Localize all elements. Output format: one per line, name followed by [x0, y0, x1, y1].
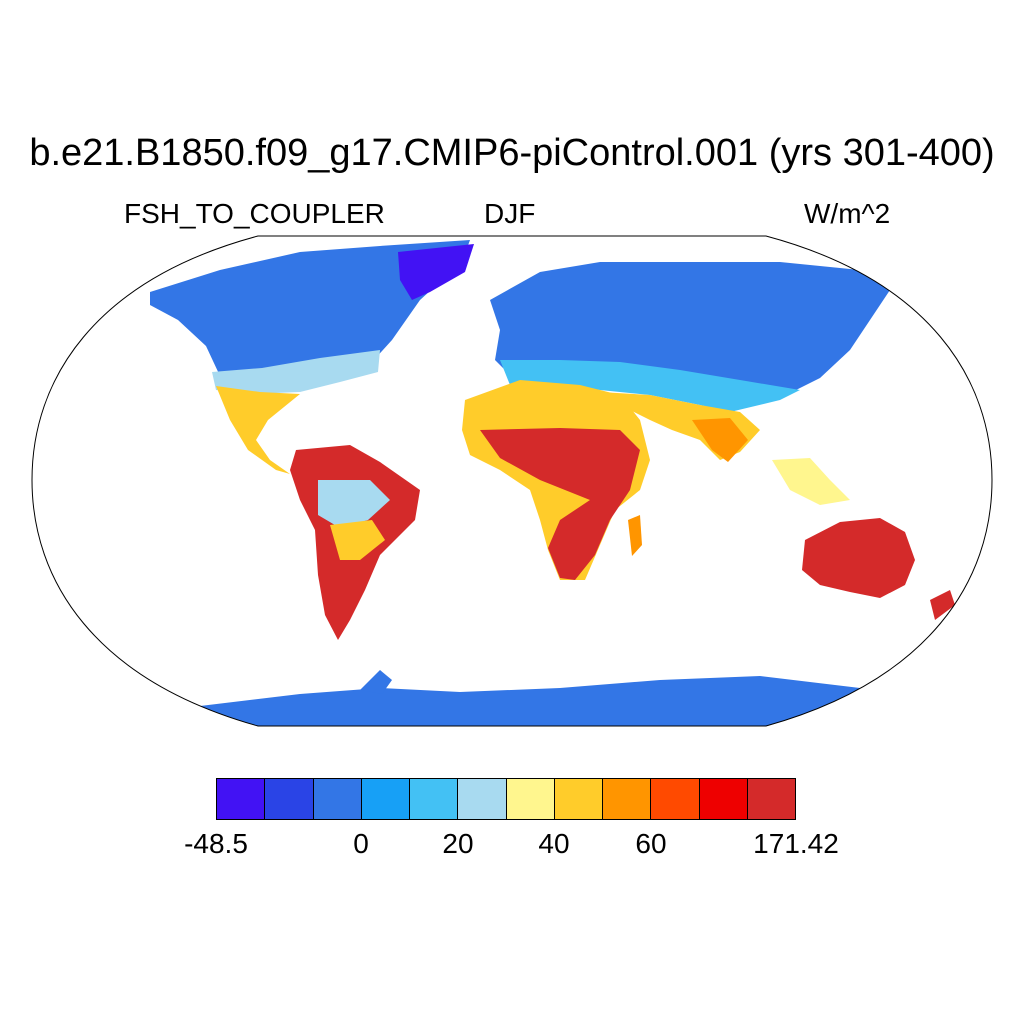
south-america-warm	[330, 520, 385, 560]
india	[692, 418, 748, 462]
colorbar-tick-label: 0	[353, 828, 369, 859]
colorbar-box	[410, 779, 459, 819]
colorbar-box	[217, 779, 266, 819]
colorbar-box	[506, 779, 555, 819]
eurasia-mid	[500, 360, 800, 412]
new-zealand	[930, 590, 955, 620]
colorbar-box	[747, 779, 795, 819]
antarctica-peninsula	[360, 670, 392, 694]
southeast-asia	[772, 458, 850, 505]
antarctica	[200, 676, 920, 726]
colorbar-tick-label: 171.42	[753, 828, 839, 859]
colorbar-tick-label: -48.5	[184, 828, 248, 859]
colorbar-box	[651, 779, 700, 819]
colorbar-box	[603, 779, 652, 819]
australia	[802, 518, 915, 598]
north-america-cold	[150, 240, 470, 376]
madagascar	[628, 515, 642, 556]
colorbar-box	[458, 779, 507, 819]
colorbar-box	[313, 779, 362, 819]
north-america-mid	[212, 350, 380, 394]
colorbar-box	[554, 779, 603, 819]
colorbar-tick-label: 60	[635, 828, 667, 859]
units-label: W/m^2	[804, 198, 891, 229]
map-border	[31, 235, 993, 727]
africa-hot	[480, 428, 640, 580]
colorbar	[216, 778, 796, 820]
variable-label: FSH_TO_COUPLER	[124, 198, 385, 229]
colorbar-box	[361, 779, 410, 819]
colorbar-box	[265, 779, 314, 819]
colorbar-tick-label: 20	[442, 828, 474, 859]
south-america-mid	[318, 480, 390, 528]
greenland	[398, 244, 474, 300]
north-america-warm	[216, 386, 300, 474]
plot-title: b.e21.B1850.f09_g17.CMIP6-piControl.001 …	[29, 132, 995, 174]
season-label: DJF	[484, 198, 536, 229]
colorbar-tick-label: 40	[538, 828, 570, 859]
colorbar-box	[699, 779, 748, 819]
